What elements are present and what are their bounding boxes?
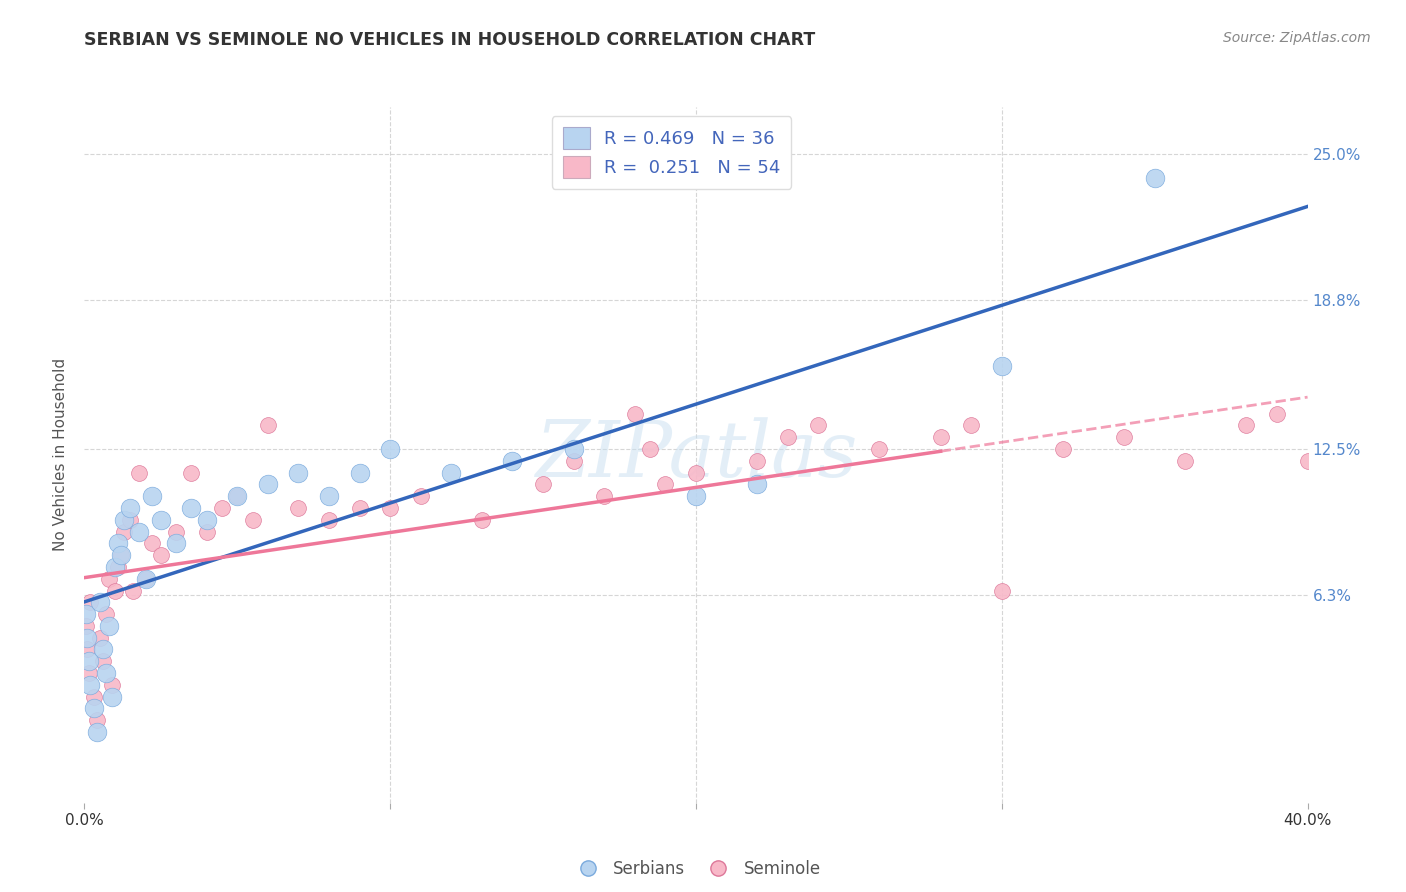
Point — [83, 690, 105, 704]
Point — [104, 583, 127, 598]
Point — [869, 442, 891, 456]
Point — [135, 572, 157, 586]
Point — [86, 725, 108, 739]
Point — [1236, 418, 1258, 433]
Point — [257, 418, 280, 433]
Point — [1114, 430, 1136, 444]
Point — [380, 442, 402, 456]
Point — [149, 513, 172, 527]
Point — [76, 642, 98, 657]
Point — [195, 524, 218, 539]
Point — [135, 572, 157, 586]
Point — [165, 536, 187, 550]
Point — [180, 466, 202, 480]
Point — [76, 631, 98, 645]
Point — [112, 513, 135, 527]
Point — [349, 466, 371, 480]
Point — [380, 500, 402, 515]
Point — [86, 713, 108, 727]
Point — [1296, 454, 1319, 468]
Point — [128, 466, 150, 480]
Point — [593, 489, 616, 503]
Point — [440, 466, 463, 480]
Point — [83, 701, 105, 715]
Point — [79, 678, 101, 692]
Point — [180, 500, 202, 515]
Point — [1052, 442, 1074, 456]
Point — [257, 477, 280, 491]
Point — [101, 690, 124, 704]
Point — [318, 489, 340, 503]
Y-axis label: No Vehicles in Household: No Vehicles in Household — [53, 359, 69, 551]
Point — [91, 654, 114, 668]
Point — [1143, 170, 1166, 185]
Point — [128, 524, 150, 539]
Point — [75, 619, 97, 633]
Point — [110, 548, 132, 562]
Point — [531, 477, 554, 491]
Point — [747, 454, 769, 468]
Point — [122, 583, 145, 598]
Point — [654, 477, 676, 491]
Point — [960, 418, 983, 433]
Point — [79, 595, 101, 609]
Point — [97, 619, 120, 633]
Point — [110, 548, 132, 562]
Point — [89, 595, 111, 609]
Point — [120, 513, 142, 527]
Point — [107, 536, 129, 550]
Point — [165, 524, 187, 539]
Point — [242, 513, 264, 527]
Point — [94, 607, 117, 621]
Point — [502, 454, 524, 468]
Point — [929, 430, 952, 444]
Point — [77, 654, 100, 668]
Point — [638, 442, 661, 456]
Point — [562, 442, 585, 456]
Point — [77, 666, 100, 681]
Point — [101, 678, 124, 692]
Point — [776, 430, 799, 444]
Point — [991, 359, 1014, 374]
Point — [112, 524, 135, 539]
Point — [91, 642, 114, 657]
Point — [685, 489, 707, 503]
Legend: Serbians, Seminole: Serbians, Seminole — [565, 854, 827, 885]
Point — [141, 536, 163, 550]
Point — [195, 513, 218, 527]
Point — [89, 631, 111, 645]
Point — [107, 560, 129, 574]
Point — [562, 454, 585, 468]
Point — [1174, 454, 1197, 468]
Point — [226, 489, 249, 503]
Point — [94, 666, 117, 681]
Point — [149, 548, 172, 562]
Point — [685, 466, 707, 480]
Point — [287, 500, 309, 515]
Point — [287, 466, 309, 480]
Point — [1265, 407, 1288, 421]
Point — [624, 407, 647, 421]
Point — [991, 583, 1014, 598]
Point — [226, 489, 249, 503]
Text: Source: ZipAtlas.com: Source: ZipAtlas.com — [1223, 31, 1371, 45]
Point — [75, 607, 97, 621]
Point — [104, 560, 127, 574]
Point — [471, 513, 494, 527]
Point — [807, 418, 830, 433]
Text: ZIPatlas: ZIPatlas — [534, 417, 858, 493]
Point — [211, 500, 233, 515]
Point — [141, 489, 163, 503]
Point — [97, 572, 120, 586]
Point — [120, 500, 142, 515]
Text: SERBIAN VS SEMINOLE NO VEHICLES IN HOUSEHOLD CORRELATION CHART: SERBIAN VS SEMINOLE NO VEHICLES IN HOUSE… — [84, 31, 815, 49]
Point — [409, 489, 432, 503]
Point — [318, 513, 340, 527]
Point — [349, 500, 371, 515]
Point — [747, 477, 769, 491]
